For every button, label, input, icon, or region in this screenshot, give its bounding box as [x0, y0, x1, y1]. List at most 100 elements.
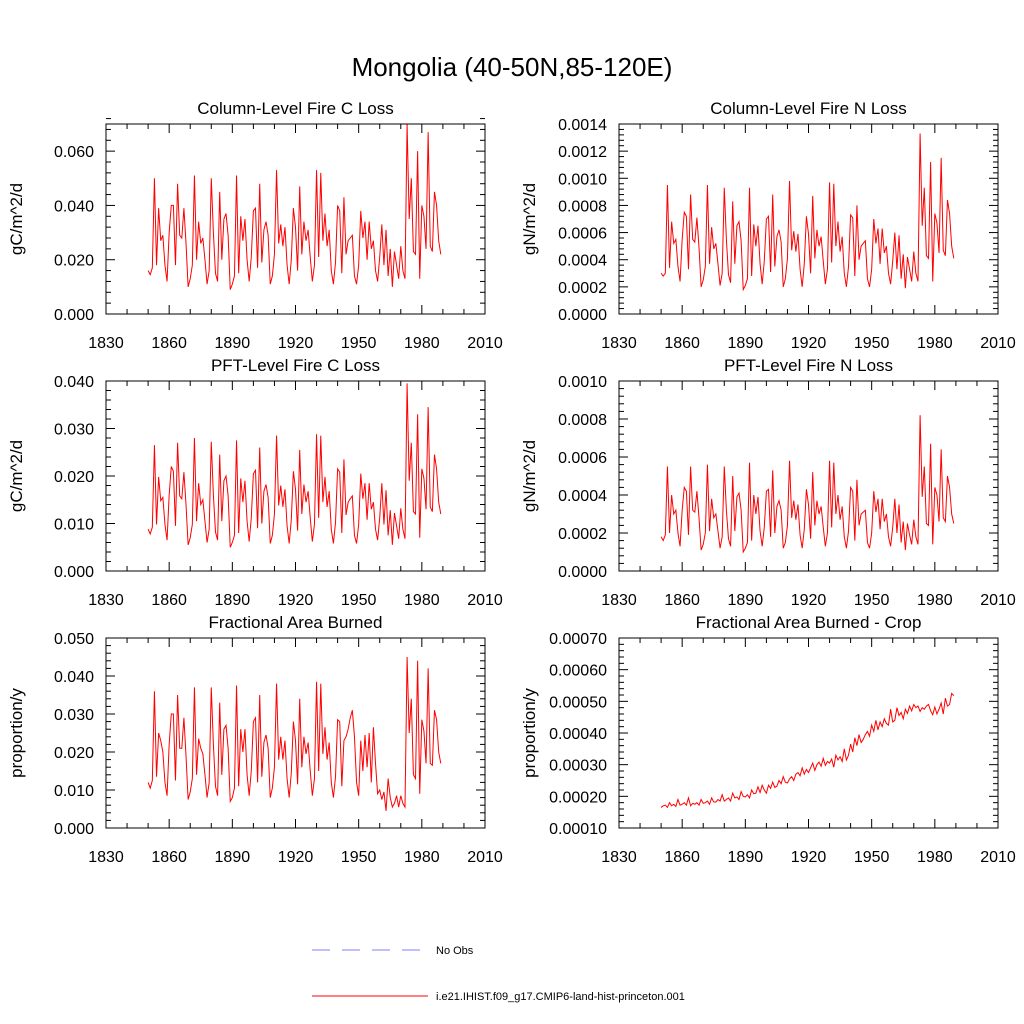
- x-tick-label: 1920: [791, 335, 827, 352]
- y-tick-label: 0.0012: [558, 144, 607, 161]
- y-tick-label: 0.00040: [549, 726, 607, 743]
- panel-title: Fractional Area Burned: [209, 613, 383, 632]
- x-tick-label: 1860: [151, 592, 187, 609]
- x-tick-label: 1950: [341, 849, 377, 866]
- panel-title: Column-Level Fire C Loss: [197, 99, 394, 118]
- x-tick-label: 1980: [404, 335, 440, 352]
- legend: No Obs i.e21.IHIST.f09_g17.CMIP6-land-hi…: [312, 945, 685, 1003]
- x-tick-label: 1830: [88, 849, 124, 866]
- y-tick-label: 0.060: [54, 144, 94, 161]
- y-tick-label: 0.0006: [558, 450, 607, 467]
- x-tick-label: 1950: [854, 849, 890, 866]
- y-tick-label: 0.0010: [558, 171, 607, 188]
- y-tick-label: 0.030: [54, 422, 94, 439]
- x-tick-label: 1950: [341, 335, 377, 352]
- y-tick-label: 0.00020: [549, 789, 607, 806]
- y-tick-label: 0.000: [54, 307, 94, 324]
- chart-panel-6: Fractional Area Burned - Crop proportion/…: [520, 613, 1016, 866]
- y-axis-label: proportion/y: [7, 688, 26, 778]
- x-tick-label: 1980: [404, 592, 440, 609]
- y-tick-label: 0.040: [54, 669, 94, 686]
- x-tick-label: 1860: [151, 849, 187, 866]
- x-tick-label: 1980: [917, 849, 953, 866]
- y-tick-label: 0.000: [54, 821, 94, 838]
- y-axis-label: gC/m^2/d: [7, 183, 26, 255]
- x-tick-label: 1980: [917, 592, 953, 609]
- y-tick-label: 0.0002: [558, 526, 607, 543]
- chart-panel-3: PFT-Level Fire C Loss gC/m^2/d 1830 1860 189…: [7, 356, 503, 609]
- x-tick-label: 1920: [278, 849, 314, 866]
- x-tick-label: 2010: [467, 592, 503, 609]
- y-tick-label: 0.010: [54, 783, 94, 800]
- y-tick-label: 0.010: [54, 517, 94, 534]
- x-tick-label: 1890: [215, 849, 251, 866]
- panel-title: Column-Level Fire N Loss: [710, 99, 907, 118]
- panel-title: PFT-Level Fire C Loss: [211, 356, 380, 375]
- chart-panel-2: Column-Level Fire N Loss gN/m^2/d 1830 1860…: [520, 99, 1016, 352]
- y-tick-label: 0.0014: [558, 117, 607, 134]
- plot-frame: [105, 637, 486, 829]
- x-tick-label: 1830: [601, 849, 637, 866]
- y-tick-label: 0.050: [54, 631, 94, 648]
- x-tick-label: 1830: [601, 592, 637, 609]
- x-tick-label: 1890: [215, 592, 251, 609]
- y-tick-label: 0.020: [54, 745, 94, 762]
- x-tick-label: 1860: [664, 335, 700, 352]
- x-tick-label: 2010: [980, 335, 1016, 352]
- y-tick-label: 0.000: [54, 564, 94, 581]
- chart-panel-5: Fractional Area Burned proportion/y 1830 18…: [7, 613, 503, 866]
- y-tick-label: 0.0010: [558, 374, 607, 391]
- x-tick-label: 1890: [728, 335, 764, 352]
- x-tick-label: 1950: [854, 335, 890, 352]
- x-tick-label: 1890: [728, 592, 764, 609]
- x-tick-label: 1860: [664, 592, 700, 609]
- series-line: [660, 415, 955, 554]
- x-tick-label: 1920: [278, 335, 314, 352]
- plot-frame: [618, 637, 999, 829]
- y-tick-label: 0.020: [54, 469, 94, 486]
- y-axis-label: gN/m^2/d: [520, 440, 539, 512]
- x-tick-label: 1830: [601, 335, 637, 352]
- plot-frame: [618, 123, 999, 315]
- x-tick-label: 1920: [278, 592, 314, 609]
- plot-frame: [618, 380, 999, 572]
- chart-panel-1: Column-Level Fire C Loss gC/m^2/d 1830 1860…: [7, 99, 503, 352]
- x-tick-label: 1830: [88, 592, 124, 609]
- y-tick-label: 0.0006: [558, 226, 607, 243]
- legend-label-obs: No Obs: [436, 945, 474, 957]
- y-tick-label: 0.0000: [558, 307, 607, 324]
- x-tick-label: 1860: [664, 849, 700, 866]
- y-tick-label: 0.0004: [558, 253, 607, 270]
- series-line: [147, 656, 442, 811]
- x-tick-label: 2010: [467, 849, 503, 866]
- x-tick-label: 1950: [854, 592, 890, 609]
- figure-title: Mongolia (40-50N,85-120E): [352, 52, 673, 82]
- y-tick-label: 0.0008: [558, 198, 607, 215]
- y-tick-label: 0.040: [54, 198, 94, 215]
- legend-label-model: i.e21.IHIST.f09_g17.CMIP6-land-hist-prin…: [436, 991, 685, 1003]
- y-tick-label: 0.00010: [549, 821, 607, 838]
- y-tick-label: 0.0000: [558, 564, 607, 581]
- y-tick-label: 0.0002: [558, 280, 607, 297]
- panel-title: PFT-Level Fire N Loss: [724, 356, 893, 375]
- series-line: [660, 692, 955, 809]
- series-line: [147, 383, 442, 548]
- y-axis-label: gN/m^2/d: [520, 183, 539, 255]
- x-tick-label: 1950: [341, 592, 377, 609]
- x-tick-label: 1890: [728, 849, 764, 866]
- x-tick-label: 1920: [791, 592, 827, 609]
- x-tick-label: 1920: [791, 849, 827, 866]
- y-tick-label: 0.00050: [549, 694, 607, 711]
- y-tick-label: 0.040: [54, 374, 94, 391]
- x-tick-label: 2010: [980, 849, 1016, 866]
- y-tick-label: 0.00060: [549, 663, 607, 680]
- x-tick-label: 1890: [215, 335, 251, 352]
- x-tick-label: 2010: [980, 592, 1016, 609]
- x-tick-label: 1980: [404, 849, 440, 866]
- x-tick-label: 2010: [467, 335, 503, 352]
- y-axis-label: gC/m^2/d: [7, 440, 26, 512]
- y-tick-label: 0.00030: [549, 758, 607, 775]
- x-tick-label: 1830: [88, 335, 124, 352]
- series-line: [147, 123, 442, 290]
